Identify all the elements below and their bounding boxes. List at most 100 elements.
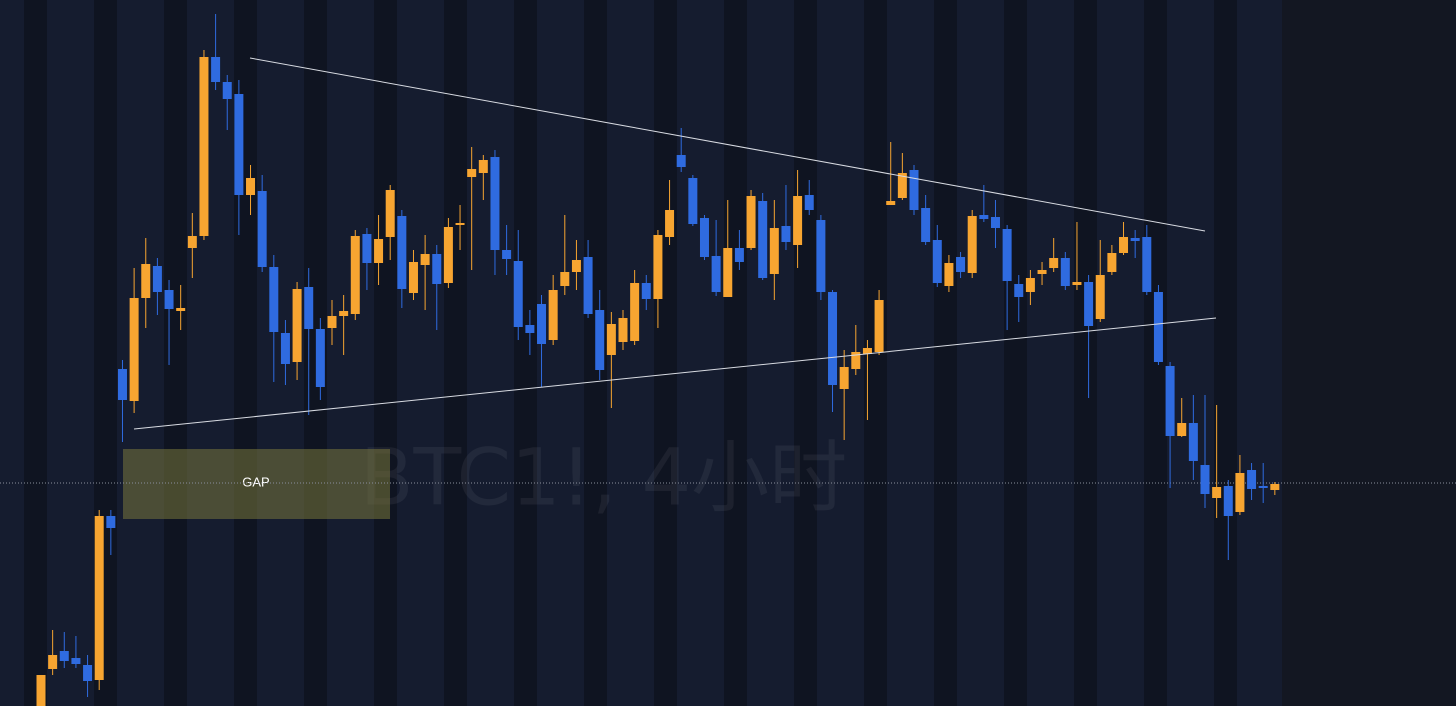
candle-body — [502, 250, 512, 259]
candle-body — [1130, 238, 1140, 241]
background — [1282, 0, 1456, 706]
candle-body — [979, 215, 989, 219]
candles — [36, 14, 1280, 706]
candle-body — [420, 254, 430, 265]
candle-body — [874, 300, 884, 352]
candle-body — [211, 57, 221, 82]
candle-body — [944, 263, 954, 286]
candle-body — [106, 516, 116, 528]
candle-body — [734, 248, 744, 262]
candle-body — [595, 310, 605, 370]
candle-body — [1188, 423, 1198, 461]
candle-body — [723, 248, 733, 297]
candle-body — [967, 216, 977, 273]
candle-body — [1153, 292, 1163, 362]
candle-body — [187, 236, 197, 248]
candle-body — [618, 318, 628, 342]
candle-body — [246, 178, 256, 195]
candle-body — [257, 191, 267, 267]
candle-body — [339, 311, 349, 316]
candle-body — [699, 218, 709, 257]
candle-body — [641, 283, 651, 299]
candle-body — [886, 201, 896, 205]
candle-body — [234, 94, 244, 195]
candle-body — [921, 208, 931, 242]
candle-body — [280, 333, 290, 364]
candle-body — [839, 367, 849, 389]
candle-body — [83, 665, 93, 681]
candle-body — [467, 169, 477, 177]
candle-body — [630, 283, 640, 341]
candle-body — [537, 304, 547, 344]
candle-body — [71, 658, 81, 664]
candle-body — [769, 228, 779, 274]
candle-body — [583, 257, 593, 314]
candle-body — [758, 201, 768, 278]
candle-body — [1084, 282, 1094, 326]
candle-body — [59, 651, 69, 661]
candle-body — [1060, 258, 1070, 286]
candle-body — [816, 220, 826, 292]
candle-body — [408, 262, 418, 293]
candle-body — [932, 240, 942, 283]
candle-body — [793, 196, 803, 245]
gap-zone — [123, 449, 390, 519]
candle-body — [711, 256, 721, 292]
candle-body — [548, 290, 558, 340]
session-bands — [0, 0, 1282, 706]
candle-body — [164, 290, 174, 309]
candle-body — [1025, 278, 1035, 292]
candle-body — [94, 516, 104, 680]
candle-body — [1258, 486, 1268, 488]
watermark: BTC1!, 4小时 — [360, 433, 847, 523]
candle-body — [222, 82, 232, 99]
candle-body — [350, 236, 360, 314]
lower-trendline — [133, 317, 1217, 430]
candle-body — [1212, 487, 1222, 498]
candle-body — [490, 157, 500, 250]
candle-body — [990, 217, 1000, 228]
candle-body — [48, 655, 58, 669]
candle-body — [1235, 473, 1245, 512]
candle-body — [1142, 237, 1152, 292]
candle-body — [176, 308, 186, 311]
candle-body — [688, 178, 698, 224]
candle-body — [560, 272, 570, 286]
candle-body — [653, 235, 663, 299]
candle-body — [1037, 270, 1047, 274]
candle-body — [606, 324, 616, 355]
candle-body — [1107, 253, 1117, 272]
candle-body — [385, 190, 395, 237]
candle-body — [1049, 258, 1059, 268]
candle-body — [1095, 275, 1105, 319]
candle-body — [909, 170, 919, 210]
candle-body — [292, 289, 302, 362]
gap-label: GAP — [242, 474, 269, 489]
candle-body — [897, 173, 907, 198]
candle-body — [362, 234, 372, 263]
candle-body — [117, 369, 127, 400]
candle-body — [1014, 284, 1024, 297]
candle-body — [1223, 486, 1233, 516]
candle-body — [665, 210, 675, 237]
candle-body — [862, 348, 872, 354]
candle-body — [804, 195, 814, 210]
candle-body — [1177, 423, 1187, 436]
candle-body — [1119, 237, 1129, 253]
candle-body — [478, 160, 488, 173]
candle-body — [746, 196, 756, 248]
candle-body — [513, 261, 523, 327]
candle-body — [1002, 229, 1012, 281]
candle-body — [571, 260, 581, 272]
candle-body — [1247, 470, 1257, 489]
candle-body — [129, 298, 139, 401]
candle-body — [327, 316, 337, 328]
candle-body — [36, 675, 46, 706]
candle-body — [304, 287, 314, 329]
candle-body — [152, 266, 162, 292]
candle-body — [851, 352, 861, 369]
candle-body — [1200, 465, 1210, 494]
candle-body — [525, 325, 535, 333]
candle-body — [676, 155, 686, 167]
